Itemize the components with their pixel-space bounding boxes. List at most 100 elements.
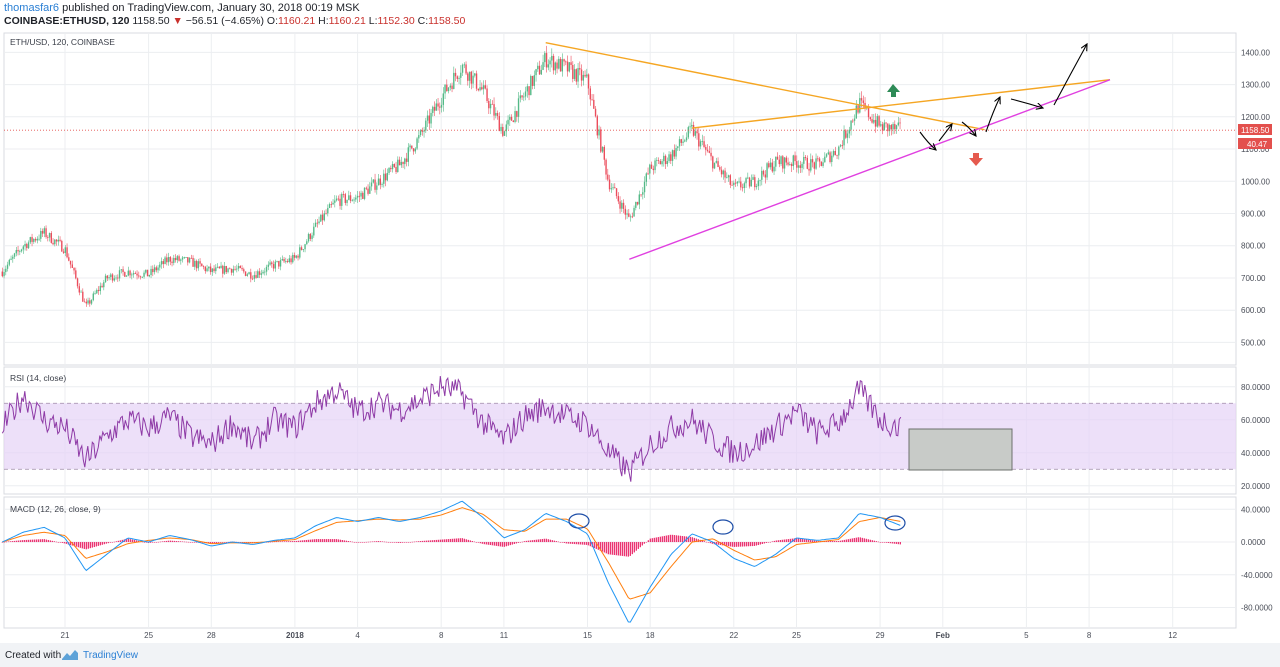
- candle-body: [484, 85, 486, 89]
- down-arrow-red-icon[interactable]: [969, 153, 983, 166]
- macd-histogram-bar: [191, 542, 193, 543]
- macd-histogram-bar: [637, 542, 639, 549]
- candle-body: [136, 273, 138, 276]
- close-value: 1158.50: [428, 15, 466, 27]
- tradingview-brand-link[interactable]: TradingView: [83, 650, 139, 661]
- candle-body: [101, 285, 103, 288]
- candle-body: [59, 239, 61, 241]
- macd-pane[interactable]: MACD (12, 26, close, 9) -80.0000 -40.0000…: [1, 496, 1273, 629]
- macd-histogram-bar: [399, 542, 401, 543]
- chart-area[interactable]: ETH/USD, 120, COINBASE 500.00 600.00 700.0…: [0, 0, 1280, 643]
- candle-body: [171, 261, 173, 263]
- candle-body: [790, 164, 793, 167]
- candle-body: [64, 247, 66, 253]
- projection-arrow-5[interactable]: [1010, 98, 1043, 108]
- macd-histogram-bar: [345, 540, 347, 543]
- macd-histogram-bar: [483, 542, 485, 545]
- candle-body: [577, 68, 579, 82]
- price-tick-label: 1000.00: [1241, 177, 1270, 186]
- macd-axis[interactable]: -80.0000 -40.0000 0.0000 40.0000: [1241, 505, 1273, 612]
- candle-body: [703, 141, 705, 147]
- candle-body: [230, 268, 233, 273]
- candle-body: [631, 216, 633, 218]
- rsi-tick-label: 80.0000: [1241, 383, 1270, 392]
- time-axis[interactable]: 21 25 28 2018 4 8 11 15 18 22 25 29 Feb 5 8 12: [61, 631, 1178, 640]
- footer-bar: Created with TradingView: [0, 643, 1280, 667]
- candle-body: [659, 160, 661, 165]
- candle-body: [104, 275, 107, 283]
- up-arrow-green-icon[interactable]: [887, 84, 900, 97]
- candle-body: [255, 275, 257, 278]
- macd-histogram-bar: [385, 541, 387, 543]
- trendlines[interactable]: [545, 41, 1111, 260]
- candle-body: [425, 120, 427, 131]
- candle-body: [496, 113, 499, 117]
- candle-body: [495, 113, 497, 116]
- macd-peak-circle-3[interactable]: [884, 515, 906, 531]
- candle-body: [183, 257, 185, 259]
- candle-body: [523, 96, 525, 98]
- candle-body: [841, 145, 843, 147]
- macd-histogram-bar: [585, 542, 587, 545]
- candle-body: [657, 160, 660, 161]
- macd-histogram-bar: [531, 540, 533, 543]
- candle-body: [456, 76, 458, 79]
- candle-body: [195, 260, 198, 269]
- macd-histogram-bar: [475, 542, 477, 543]
- orange-descending-trendline[interactable]: [545, 41, 985, 131]
- candle-body: [328, 204, 331, 208]
- macd-circles[interactable]: [568, 513, 906, 535]
- candle-body: [726, 177, 728, 179]
- macd-histogram-bar: [689, 536, 691, 543]
- macd-histogram-bar: [863, 538, 865, 543]
- macd-histogram-bar: [117, 540, 119, 543]
- macd-histogram-bar: [791, 538, 793, 543]
- projection-arrow-6[interactable]: [1053, 44, 1087, 106]
- candle-body: [880, 124, 882, 126]
- magenta-support-trendline[interactable]: [629, 79, 1111, 260]
- price-axis[interactable]: 500.00 600.00 700.00 800.00 900.00 1000.00 110…: [1241, 48, 1270, 347]
- macd-histogram-bar: [145, 542, 147, 543]
- main-pane[interactable]: ETH/USD, 120, COINBASE 500.00 600.00 700.0…: [1, 32, 1272, 366]
- candle-body: [470, 71, 472, 84]
- projection-arrows[interactable]: [887, 44, 1087, 166]
- projection-arrow-1[interactable]: [919, 131, 936, 150]
- macd-histogram-bar: [781, 539, 783, 543]
- macd-histogram-bar: [297, 540, 299, 543]
- time-tick-label: 29: [876, 631, 885, 640]
- candle-body: [551, 55, 553, 61]
- candle-body: [764, 174, 766, 178]
- author-link[interactable]: thomasfar6: [4, 2, 60, 14]
- macd-histogram-bar: [509, 542, 511, 546]
- macd-peak-circle-2[interactable]: [712, 519, 734, 535]
- candle-body: [320, 214, 322, 222]
- candle-body: [38, 238, 40, 240]
- macd-histogram-bar: [393, 542, 395, 543]
- macd-histogram-bar: [175, 541, 177, 543]
- candle-body: [160, 261, 163, 265]
- macd-histogram-bar: [495, 542, 497, 546]
- macd-histogram-bar: [19, 540, 21, 543]
- projection-arrow-3[interactable]: [961, 121, 976, 136]
- rsi-axis[interactable]: 20.0000 40.0000 60.0000 80.0000: [1241, 383, 1270, 491]
- rsi-band: [4, 403, 1236, 470]
- candle-body: [626, 213, 628, 215]
- candle-body: [717, 161, 719, 168]
- rsi-pane[interactable]: RSI (14, close) 20.0000 40.0000 60.0000 80.…: [1, 138, 1272, 495]
- projection-arrow-2[interactable]: [938, 124, 952, 142]
- orange-ascending-trendline[interactable]: [691, 79, 1111, 129]
- projection-arrow-4[interactable]: [985, 97, 1000, 133]
- candle-body: [512, 120, 514, 123]
- rsi-projection-box[interactable]: [908, 428, 1013, 471]
- candle-body: [645, 173, 647, 182]
- tradingview-logo-icon[interactable]: [61, 649, 79, 661]
- candle-body: [570, 62, 572, 65]
- macd-histogram-bar: [159, 541, 161, 543]
- candle-body: [131, 274, 133, 276]
- macd-histogram-bar: [63, 542, 65, 544]
- candle-body: [311, 235, 313, 239]
- candle-body: [82, 291, 84, 302]
- macd-peak-circle-1[interactable]: [568, 513, 590, 529]
- candle-body: [516, 111, 518, 117]
- macd-histogram-bar: [601, 542, 603, 552]
